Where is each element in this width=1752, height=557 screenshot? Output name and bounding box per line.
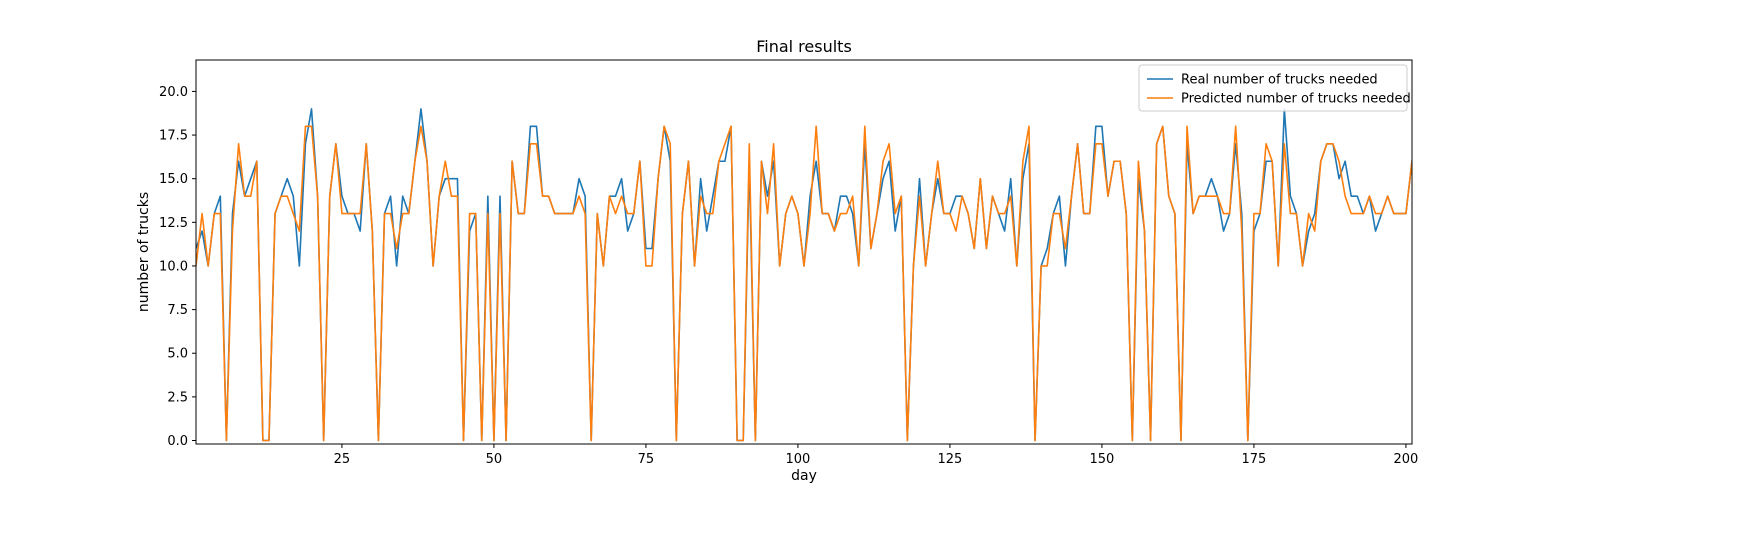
x-axis: 25 50 75 100 125 150 175 200 — [334, 444, 1419, 467]
x-tick-label: 200 — [1394, 452, 1419, 467]
y-tick-label: 15.0 — [159, 172, 188, 187]
y-axis-label: number of trucks — [136, 192, 152, 312]
x-tick-label: 100 — [786, 452, 811, 467]
x-axis-label: day — [791, 468, 817, 484]
legend-label-1: Real number of trucks needed — [1181, 73, 1378, 88]
y-tick-label: 10.0 — [159, 259, 188, 274]
y-tick-label: 2.5 — [167, 390, 188, 405]
y-tick-label: 5.0 — [167, 347, 188, 362]
legend-label-2: Predicted number of trucks needed — [1181, 92, 1411, 107]
legend-box — [1138, 64, 1408, 112]
legend: Real number of trucks needed Predicted nu… — [1138, 64, 1411, 112]
x-tick-label: 75 — [638, 452, 655, 467]
x-tick-label: 25 — [334, 452, 351, 467]
x-tick-label: 50 — [486, 452, 503, 467]
chart-title: Final results — [756, 37, 852, 56]
plot-frame — [195, 59, 1413, 445]
y-tick-label: 7.5 — [167, 303, 188, 318]
y-tick-label: 0.0 — [167, 434, 188, 449]
plot-area — [196, 108, 1412, 442]
x-tick-label: 175 — [1242, 452, 1267, 467]
x-tick-label: 150 — [1090, 452, 1115, 467]
x-tick-label: 125 — [938, 452, 963, 467]
y-tick-label: 12.5 — [159, 216, 188, 231]
y-tick-label: 17.5 — [159, 129, 188, 144]
y-tick-label: 20.0 — [159, 85, 188, 100]
y-axis: 0.0 2.5 5.0 7.5 10.0 12.5 15.0 17.5 20.0 — [159, 85, 196, 449]
series-line-2 — [196, 125, 1412, 442]
